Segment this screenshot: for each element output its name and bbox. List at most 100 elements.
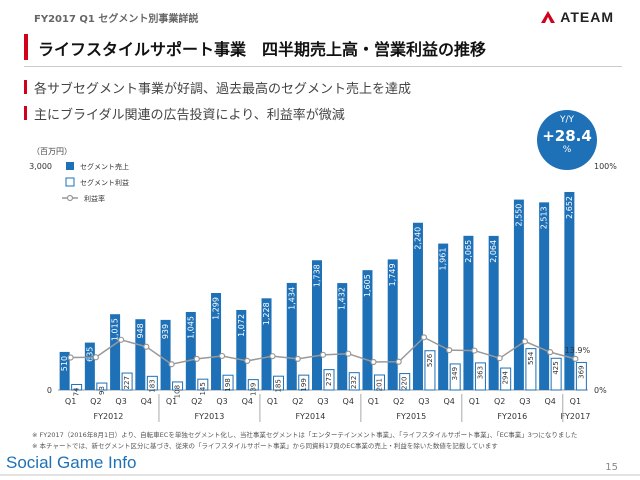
x-tick-label: Q1 xyxy=(166,397,177,406)
sales-bar-label: 2,064 xyxy=(489,240,498,263)
profit-bar xyxy=(273,375,285,391)
sales-bar xyxy=(412,222,423,390)
fiscal-year-label: FY2016 xyxy=(497,412,527,421)
page-title: ライフスタイルサポート事業 四半期売上高・営業利益の推移 xyxy=(38,40,487,59)
profit-bar xyxy=(96,382,108,391)
profit-bar-label: 93 xyxy=(98,386,106,395)
margin-point xyxy=(218,352,226,360)
margin-point xyxy=(496,355,503,362)
footer-divider xyxy=(0,474,640,476)
logo-text: ATEAM xyxy=(560,9,614,25)
x-tick-label: Q1 xyxy=(368,397,379,406)
sales-bar-label: 1,961 xyxy=(439,248,448,271)
profit-bar-label: 198 xyxy=(224,378,232,391)
sales-bar-label: 1,072 xyxy=(237,314,246,337)
profit-bar xyxy=(348,372,360,391)
profit-bar-label: 363 xyxy=(476,366,484,379)
sales-bar xyxy=(59,351,70,390)
x-tick-label: Q4 xyxy=(242,397,253,406)
profit-bar-label: 227 xyxy=(123,376,131,389)
sales-bar-label: 635 xyxy=(85,347,94,362)
profit-bar-label: 273 xyxy=(325,373,333,386)
sales-bar xyxy=(135,319,146,390)
footnotes: ※ FY2017（2016年8月1日）より、自転車ECを単独セグメント化し、当社… xyxy=(32,430,577,452)
x-tick-label: Q3 xyxy=(317,397,328,406)
profit-bar xyxy=(575,361,587,391)
sales-bar xyxy=(337,283,348,390)
yoy-unit: % xyxy=(562,145,572,155)
title-divider xyxy=(24,66,622,67)
profit-bar xyxy=(71,383,83,391)
margin-point xyxy=(143,343,150,350)
margin-point xyxy=(67,354,74,361)
sales-bar xyxy=(438,243,449,390)
profit-bar-label: 199 xyxy=(300,378,308,391)
profit-bar-label: 349 xyxy=(451,367,459,380)
profit-bar-label: 185 xyxy=(275,379,283,392)
margin-point xyxy=(446,347,453,354)
footnote-1: ※ FY2017（2016年8月1日）より、自転車ECを単独セグメント化し、当社… xyxy=(32,431,578,439)
fiscal-year-label: FY2012 xyxy=(94,412,124,421)
profit-bar-label: 220 xyxy=(401,377,409,390)
sales-bar-label: 1,605 xyxy=(363,274,372,297)
profit-bar-label: 145 xyxy=(199,382,207,395)
sales-bar-label: 2,065 xyxy=(464,240,473,263)
profit-bar xyxy=(247,379,259,391)
x-tick-label: Q1 xyxy=(570,397,581,406)
profit-bar-label: 369 xyxy=(577,365,585,378)
y-tick-label: 0 xyxy=(47,386,52,395)
margin-point xyxy=(117,336,125,343)
x-tick-label: Q3 xyxy=(519,397,530,406)
x-tick-label: Q2 xyxy=(393,397,404,406)
profit-bar xyxy=(399,373,411,391)
legend-sales-label: セグメント売上 xyxy=(80,162,129,171)
yoy-badge: Y/Y +28.4 % xyxy=(537,110,597,170)
sales-bar-label: 1,432 xyxy=(338,287,347,310)
profit-bar-label: 554 xyxy=(527,351,535,365)
profit-bar xyxy=(525,348,537,391)
margin-point xyxy=(395,358,402,365)
margin-point xyxy=(471,347,478,354)
profit-bar-label: 425 xyxy=(552,361,560,374)
profit-bar-label: 139 xyxy=(249,383,257,396)
profit-bar-label: 232 xyxy=(350,376,358,389)
sales-bar-label: 939 xyxy=(161,324,170,339)
x-tick-label: Q3 xyxy=(216,397,227,406)
sales-bar xyxy=(488,235,499,390)
sales-bar-label: 1,228 xyxy=(262,302,271,325)
sales-bar-label: 2,652 xyxy=(565,196,574,219)
profit-bar-label: 108 xyxy=(174,385,182,398)
segment-chart: 3,0000100%0%51074Q163593Q21,015227Q39481… xyxy=(29,162,617,422)
x-tick-label: Q2 xyxy=(494,397,505,406)
profit-bar xyxy=(222,374,234,391)
legend-sales-swatch xyxy=(66,162,74,170)
x-tick-label: Q2 xyxy=(292,397,303,406)
x-tick-label: Q3 xyxy=(418,397,429,406)
margin-annotation: 13.9% xyxy=(565,346,591,355)
legend-profit-swatch xyxy=(65,177,75,187)
margin-point xyxy=(193,355,200,362)
profit-bar xyxy=(298,374,310,391)
sales-bar xyxy=(312,260,322,390)
logo-mark-icon xyxy=(541,11,556,23)
margin-point xyxy=(572,355,579,362)
margin-point xyxy=(319,351,327,358)
profit-bar-label: 201 xyxy=(375,378,383,391)
sales-bar-label: 1,015 xyxy=(111,318,120,341)
legend-margin-label: 利益率 xyxy=(84,194,105,203)
yoy-value: +28.4 xyxy=(542,127,592,145)
margin-point xyxy=(244,357,251,364)
profit-bar xyxy=(449,363,461,391)
x-tick-label: Q2 xyxy=(191,397,202,406)
sales-bar-label: 2,240 xyxy=(413,227,422,250)
profit-bar xyxy=(373,374,385,391)
y2-tick-label: 0% xyxy=(594,386,607,395)
legend-profit-label: セグメント利益 xyxy=(80,178,129,187)
sales-bar xyxy=(564,191,575,390)
x-tick-label: Q2 xyxy=(90,397,101,406)
profit-bar-label: 526 xyxy=(426,353,434,367)
x-tick-label: Q1 xyxy=(65,397,76,406)
margin-point xyxy=(269,353,276,360)
sales-bar-label: 510 xyxy=(60,356,69,371)
sales-bar-label: 2,513 xyxy=(540,206,549,229)
